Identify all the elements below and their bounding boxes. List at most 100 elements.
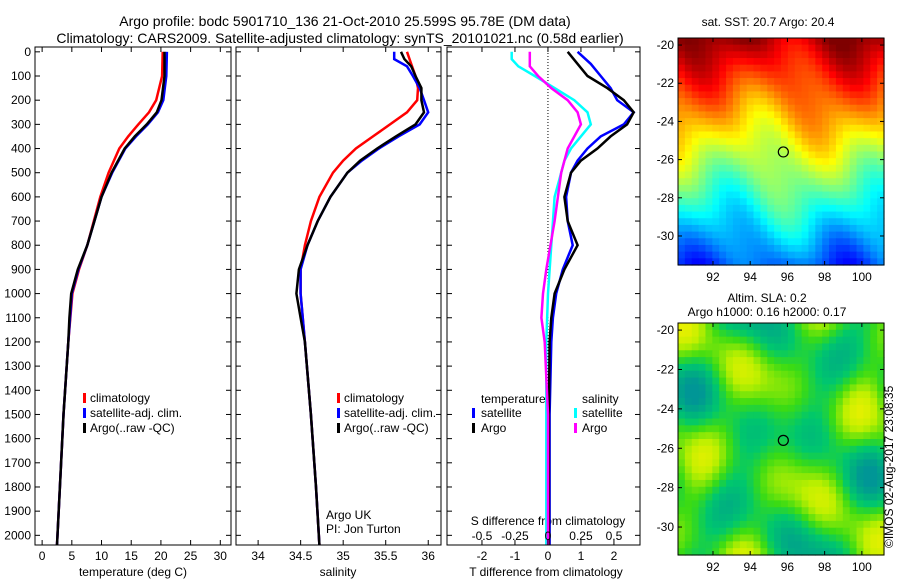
map-cell (739, 514, 748, 522)
map-cell (822, 204, 830, 213)
map-cell (877, 479, 885, 488)
map-cell (863, 44, 871, 52)
map-cell (746, 158, 755, 166)
map-cell (774, 507, 782, 515)
map-cell (739, 218, 748, 226)
temperature-panel: 0 5 10 15 20 25 300100200300400500600700800900… (4, 45, 232, 563)
map-cell (705, 258, 713, 266)
map-cell (678, 329, 686, 338)
map-cell (829, 452, 837, 461)
map-cell (678, 44, 686, 52)
map-cell (815, 418, 823, 426)
map-cell (691, 336, 700, 345)
map-cell (863, 323, 871, 331)
map-cell (684, 71, 693, 79)
x-tick-label: -2 (477, 549, 488, 563)
map-cell (794, 357, 803, 365)
map-cell (835, 184, 844, 193)
map-cell (691, 218, 700, 226)
map-cell (842, 151, 851, 159)
map-cell (835, 384, 844, 392)
map-cell (698, 548, 707, 556)
map-cell (753, 336, 761, 345)
map-cell (801, 466, 810, 474)
map-cell (870, 138, 878, 146)
map-cell (835, 218, 844, 226)
map-cell (829, 527, 837, 536)
map-cell (698, 391, 707, 399)
map-cell (753, 251, 761, 259)
map-cell (753, 164, 761, 173)
map-cell (691, 171, 700, 179)
map-cell (760, 224, 768, 233)
map-cell (774, 534, 782, 542)
map-cell (712, 38, 720, 46)
depth-tick-label: 1300 (4, 359, 31, 373)
map-cell (705, 473, 713, 481)
map-cell (801, 44, 810, 52)
map-cell (705, 404, 713, 413)
map-cell (787, 466, 796, 474)
map-cell (835, 466, 844, 474)
map-cell (753, 329, 761, 338)
map-cell (856, 527, 864, 536)
map-cell (698, 151, 707, 159)
map-cell (849, 151, 858, 159)
map-cell (829, 507, 837, 515)
map-cell (877, 138, 885, 146)
map-cell (678, 198, 686, 206)
map-cell (732, 118, 741, 126)
map-cell (726, 78, 734, 86)
map-cell (787, 64, 796, 72)
map-cell (774, 357, 782, 365)
map-cell (870, 418, 878, 426)
map-cell (726, 459, 734, 467)
map-cell (808, 520, 816, 529)
difference-legend: temperature satellite Argo salinity sate… (472, 392, 623, 435)
map-cell (856, 151, 864, 159)
map-cell (732, 211, 741, 219)
map-cell (849, 51, 858, 59)
map-cell (774, 391, 782, 399)
map-cell (877, 473, 885, 481)
map-cell (774, 514, 782, 522)
map-cell (781, 473, 789, 481)
map-cell (753, 343, 761, 351)
map-cell (684, 459, 693, 467)
map-cell (698, 44, 707, 52)
map-cell (822, 191, 830, 199)
map-cell (794, 51, 803, 59)
map-cell (842, 363, 851, 372)
map-cell (808, 411, 816, 420)
map-cell (781, 527, 789, 536)
map-cell (870, 238, 878, 246)
map-cell (849, 91, 858, 99)
map-cell (712, 211, 720, 219)
map-cell (705, 104, 713, 113)
map-cell (678, 486, 686, 495)
map-cell (794, 343, 803, 351)
map-cell (705, 224, 713, 233)
map-cell (787, 384, 796, 392)
map-cell (712, 377, 720, 386)
map-cell (684, 78, 693, 86)
map-cell (801, 479, 810, 488)
map-cell (835, 398, 844, 406)
map-cell (856, 479, 864, 488)
map-cell (781, 329, 789, 338)
map-cell (863, 343, 871, 351)
map-cell (794, 439, 803, 447)
map-cell (767, 391, 775, 399)
map-cell (794, 138, 803, 146)
map-cell (712, 534, 720, 542)
map-cell (781, 231, 789, 239)
map-cell (849, 211, 858, 219)
map-cell (877, 534, 885, 542)
map-cell (691, 411, 700, 420)
map-cell (726, 514, 734, 522)
map-cell (739, 548, 748, 556)
map-cell (856, 500, 864, 508)
map-cell (746, 124, 755, 133)
map-cell (794, 336, 803, 345)
map-cell (849, 534, 858, 542)
